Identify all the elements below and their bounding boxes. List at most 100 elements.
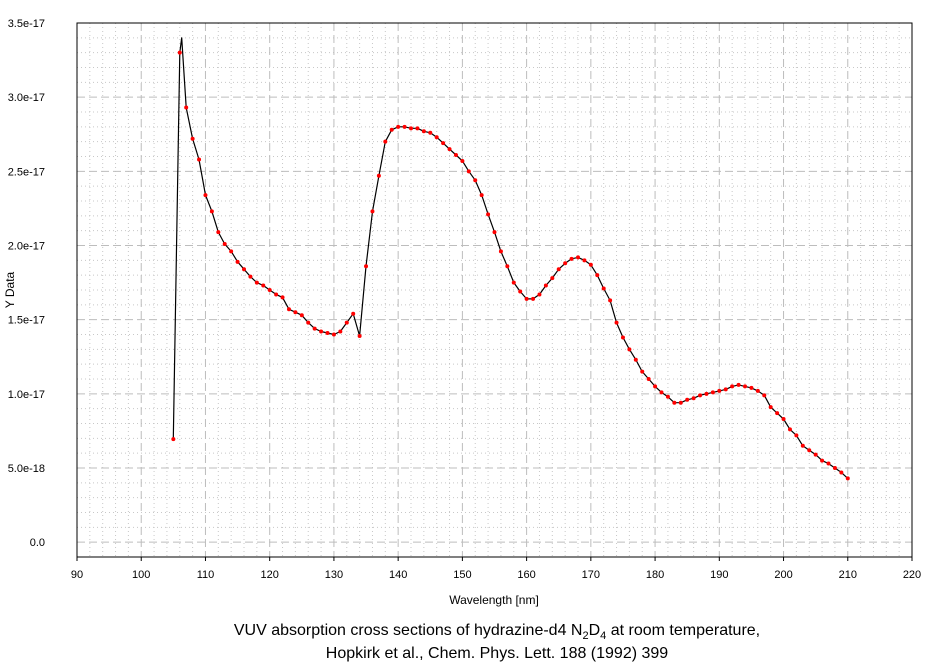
- data-point: [749, 385, 754, 390]
- data-point: [698, 393, 703, 398]
- data-point: [723, 387, 728, 392]
- data-point: [550, 276, 555, 281]
- y-tick-label: 2.5e-17: [8, 166, 45, 178]
- y-axis-label: Y Data: [3, 271, 17, 308]
- data-point: [254, 280, 259, 285]
- x-tick-label: 170: [582, 569, 600, 581]
- data-point: [248, 274, 253, 279]
- data-point: [845, 476, 850, 481]
- y-tick-label: 3.0e-17: [8, 92, 45, 104]
- chart-subtitle: Hopkirk et al., Chem. Phys. Lett. 188 (1…: [325, 645, 669, 662]
- data-point: [338, 329, 343, 334]
- data-point: [826, 461, 831, 466]
- data-point: [518, 289, 523, 294]
- title-sub2: 4: [600, 630, 607, 643]
- data-point: [312, 326, 317, 331]
- data-point: [325, 331, 330, 336]
- data-point: [807, 448, 812, 453]
- data-point: [832, 466, 837, 470]
- data-point: [306, 320, 311, 325]
- y-tick-label: 3.5e-17: [8, 18, 45, 30]
- data-point: [293, 310, 298, 315]
- data-point: [453, 153, 458, 158]
- data-point: [717, 388, 722, 393]
- data-point: [216, 230, 221, 235]
- data-point: [576, 255, 580, 260]
- data-point: [415, 126, 420, 131]
- data-point: [762, 393, 767, 398]
- data-point: [242, 267, 246, 272]
- data-point: [184, 105, 189, 110]
- data-point: [286, 307, 291, 312]
- data-point: [678, 400, 683, 405]
- data-point: [370, 209, 375, 214]
- x-tick-label: 180: [646, 569, 664, 581]
- data-point: [800, 443, 805, 448]
- data-point: [492, 230, 497, 235]
- data-point: [190, 136, 195, 141]
- data-point: [813, 452, 818, 457]
- data-point: [319, 329, 324, 334]
- data-point: [537, 292, 542, 297]
- data-point: [781, 417, 786, 422]
- data-point: [479, 193, 484, 198]
- data-point: [543, 283, 548, 288]
- data-point: [524, 296, 529, 301]
- data-point: [389, 127, 394, 132]
- x-tick-label: 220: [903, 569, 921, 581]
- data-point: [344, 320, 349, 325]
- data-point: [351, 311, 356, 316]
- y-tick-label: 2.0e-17: [8, 241, 45, 253]
- y-tick-label: 5.0e-18: [8, 463, 45, 475]
- title-sub1: 2: [582, 630, 589, 643]
- data-point: [659, 390, 664, 395]
- x-tick-label: 210: [839, 569, 857, 581]
- data-point: [787, 427, 792, 432]
- data-point: [209, 209, 214, 214]
- data-point: [229, 249, 234, 254]
- data-point: [595, 273, 600, 278]
- data-point: [569, 256, 574, 261]
- data-point: [672, 400, 677, 405]
- data-point: [197, 157, 202, 162]
- data-point: [704, 391, 709, 396]
- data-point: [531, 296, 536, 301]
- data-point: [620, 335, 625, 340]
- data-point: [710, 390, 715, 395]
- y-tick-label: 0.0: [30, 537, 45, 549]
- data-point: [383, 139, 388, 144]
- data-point: [665, 394, 670, 399]
- chart-title: VUV absorption cross sections of hydrazi…: [0, 622, 936, 642]
- x-tick-label: 140: [389, 569, 407, 581]
- title-mid: D: [588, 622, 601, 639]
- data-point: [203, 193, 208, 198]
- data-point: [421, 129, 426, 134]
- data-point: [633, 357, 638, 362]
- x-tick-label: 200: [774, 569, 792, 581]
- data-point: [743, 384, 747, 389]
- data-point: [409, 126, 413, 131]
- data-point: [794, 433, 799, 438]
- data-point: [614, 320, 619, 325]
- x-tick-label: 110: [197, 569, 215, 581]
- data-point: [441, 141, 446, 146]
- data-point: [261, 283, 266, 288]
- data-point: [563, 261, 568, 266]
- series-line: [172, 37, 849, 479]
- data-point: [556, 267, 561, 272]
- data-point: [274, 292, 279, 297]
- data-point: [755, 388, 760, 393]
- x-axis-label: Wavelength [nm]: [449, 593, 539, 607]
- data-point: [505, 264, 510, 269]
- title-line1-pre: VUV absorption cross sections of hydrazi…: [233, 622, 583, 639]
- y-tick-label: 1.5e-17: [8, 315, 45, 327]
- data-point: [640, 369, 645, 374]
- data-point: [331, 332, 336, 337]
- data-point: [177, 50, 182, 55]
- data-point: [691, 396, 696, 401]
- x-tick-label: 190: [710, 569, 728, 581]
- data-point: [357, 333, 362, 338]
- data-point: [498, 249, 503, 254]
- data-point: [428, 130, 433, 135]
